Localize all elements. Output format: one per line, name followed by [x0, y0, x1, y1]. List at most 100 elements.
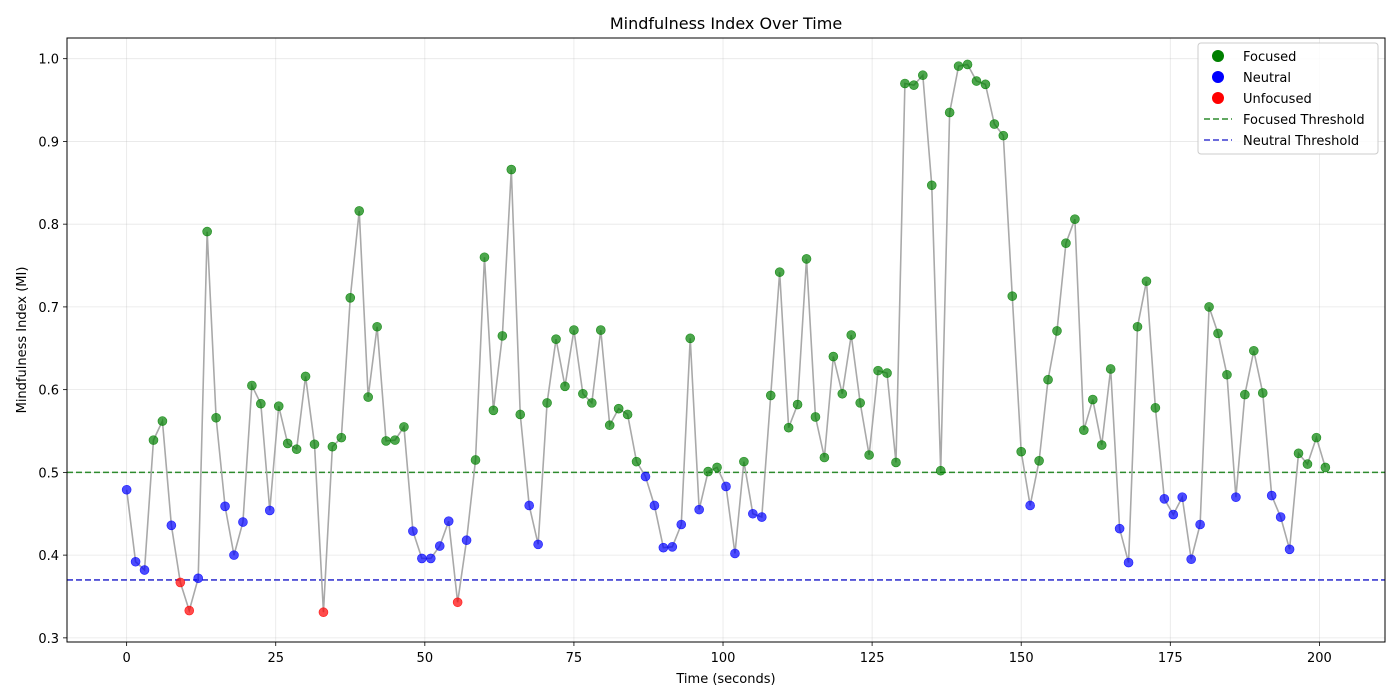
focused-point [345, 293, 356, 303]
focused-point [828, 351, 839, 362]
focused-point [1052, 326, 1062, 336]
neutral-point [443, 516, 454, 527]
focused-point [1034, 455, 1044, 466]
threshold-lines [67, 471, 1385, 581]
focused-point [1007, 291, 1018, 301]
neutral-point [238, 517, 248, 527]
chart-title: Mindfulness Index Over Time [610, 14, 842, 33]
focused-point [1141, 276, 1152, 287]
focused-point [569, 325, 579, 335]
neutral-point [658, 542, 669, 553]
unfocused-point [175, 577, 186, 588]
focused-point [837, 388, 848, 399]
focused-point [1320, 462, 1331, 473]
legend-label-unfocused: Unfocused [1243, 92, 1312, 107]
legend-label-neutral: Neutral [1243, 71, 1291, 86]
y-tick-label: 0.3 [38, 632, 59, 647]
focused-point [703, 466, 713, 477]
legend: Focused Neutral Unfocused Focused Threshold… [1197, 42, 1379, 155]
focused-point [909, 80, 919, 90]
y-tick-label: 0.4 [38, 549, 59, 564]
focused-point [935, 465, 946, 476]
legend-marker-unfocused [1212, 92, 1224, 104]
focused-point [971, 76, 982, 86]
x-tick-label: 25 [267, 651, 284, 666]
focused-point [819, 452, 830, 463]
neutral-point [721, 481, 731, 492]
focused-point [488, 405, 499, 416]
focused-point [631, 456, 642, 467]
focused-point [587, 398, 597, 408]
focused-point [497, 331, 508, 341]
neutral-point [220, 501, 230, 512]
focused-point [291, 444, 302, 455]
x-tick-label: 150 [1009, 651, 1034, 666]
focused-point [399, 422, 409, 432]
focused-point [613, 403, 624, 414]
focused-point [282, 438, 293, 449]
focused-point [604, 420, 615, 431]
focused-point [1213, 328, 1223, 339]
x-tick-label: 50 [417, 651, 434, 666]
focused-point [595, 325, 606, 335]
neutral-point [417, 553, 427, 564]
focused-point [542, 398, 552, 408]
neutral-point [730, 548, 740, 559]
x-tick-label: 175 [1158, 651, 1183, 666]
focused-point [211, 412, 221, 423]
focused-point [551, 334, 561, 344]
neutral-point [640, 471, 651, 482]
focused-point [801, 254, 812, 264]
neutral-point [524, 500, 534, 511]
y-axis-ticks: 0.3 0.4 0.5 0.6 0.7 0.8 0.9 1.0 [38, 53, 67, 647]
focused-point [1061, 238, 1071, 248]
legend-marker-focused [1212, 50, 1224, 62]
focused-point [470, 455, 481, 465]
plot-frame [66, 37, 1386, 643]
y-tick-label: 1.0 [38, 53, 59, 68]
neutral-point [667, 542, 678, 552]
focused-point [712, 462, 722, 473]
focused-point [989, 119, 1000, 129]
focused-point [953, 61, 964, 71]
focused-point [1240, 389, 1250, 400]
unfocused-point [452, 597, 463, 608]
neutral-point [121, 484, 132, 495]
focused-point [926, 180, 937, 191]
focused-point [157, 416, 168, 426]
neutral-point [1168, 509, 1179, 520]
x-tick-label: 200 [1307, 651, 1332, 666]
focused-point [891, 457, 901, 468]
x-tick-label: 100 [711, 651, 736, 666]
focused-point [1016, 446, 1027, 457]
focused-point [578, 388, 588, 399]
neutral-point [130, 556, 141, 567]
focused-point [372, 321, 382, 332]
legend-label-focused-threshold: Focused Threshold [1243, 113, 1365, 128]
y-tick-label: 0.8 [38, 218, 59, 233]
neutral-point [408, 526, 418, 536]
focused-point [1070, 214, 1080, 224]
focused-point [515, 409, 526, 420]
focused-point [622, 409, 633, 420]
neutral-point [748, 508, 758, 519]
neutral-point [1123, 557, 1134, 568]
focused-point [685, 333, 696, 344]
y-tick-label: 0.9 [38, 135, 59, 150]
neutral-point [166, 520, 177, 531]
neutral-point [533, 539, 543, 550]
focused-point [390, 435, 400, 445]
focused-point [1257, 388, 1268, 398]
focused-point [1087, 394, 1098, 405]
focused-point [1248, 345, 1259, 356]
focused-point [1311, 432, 1322, 443]
focused-point [247, 380, 257, 391]
unfocused-point [318, 607, 329, 618]
focused-point [882, 368, 892, 378]
data-points [121, 59, 1331, 618]
neutral-point [1284, 544, 1295, 555]
focused-point [873, 365, 883, 376]
y-axis-title: Mindfulness Index (MI) [15, 267, 30, 414]
neutral-point [1186, 554, 1196, 565]
